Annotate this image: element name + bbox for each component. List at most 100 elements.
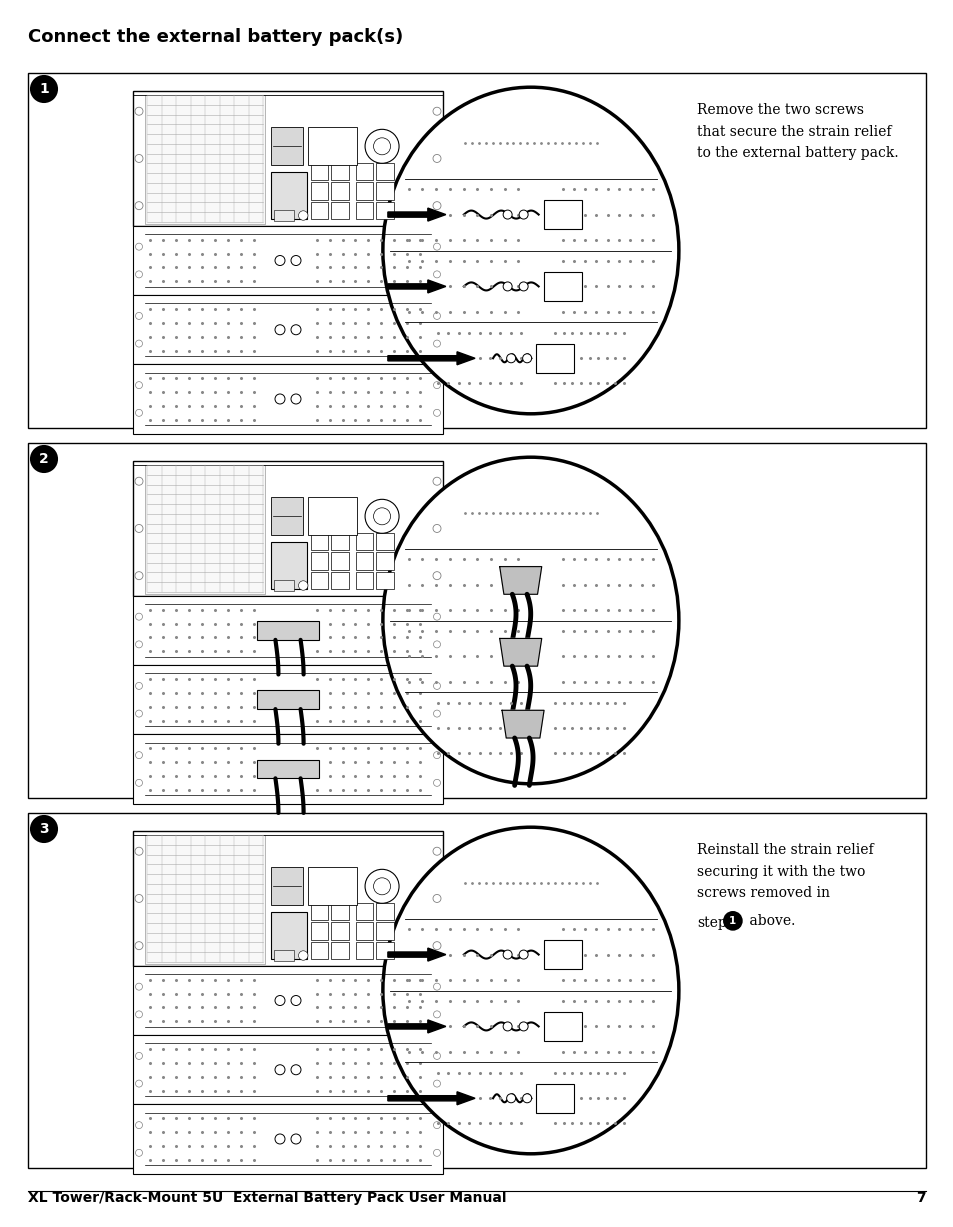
Bar bbox=[311, 201, 328, 220]
Circle shape bbox=[135, 1121, 142, 1129]
Circle shape bbox=[135, 524, 143, 533]
Bar bbox=[355, 572, 373, 589]
Bar bbox=[308, 497, 356, 535]
Text: above.: above. bbox=[744, 914, 795, 928]
Bar bbox=[145, 465, 265, 594]
Bar bbox=[28, 814, 925, 1168]
Bar bbox=[256, 760, 319, 778]
Circle shape bbox=[135, 894, 143, 902]
Circle shape bbox=[518, 210, 528, 220]
Circle shape bbox=[365, 499, 398, 534]
Circle shape bbox=[506, 353, 516, 363]
Circle shape bbox=[365, 129, 398, 163]
FancyArrow shape bbox=[388, 1092, 475, 1104]
Circle shape bbox=[433, 894, 440, 902]
Circle shape bbox=[502, 282, 512, 291]
Circle shape bbox=[433, 640, 440, 648]
Bar bbox=[132, 91, 442, 226]
Circle shape bbox=[433, 1121, 440, 1129]
Circle shape bbox=[433, 983, 440, 990]
Bar bbox=[355, 941, 373, 960]
Bar bbox=[331, 572, 349, 589]
Circle shape bbox=[274, 1134, 285, 1144]
Text: 1: 1 bbox=[39, 82, 49, 96]
Bar bbox=[543, 940, 581, 969]
Bar bbox=[132, 665, 442, 735]
Circle shape bbox=[433, 1011, 440, 1018]
Circle shape bbox=[433, 340, 440, 347]
Bar bbox=[311, 533, 328, 550]
Circle shape bbox=[30, 445, 57, 472]
Circle shape bbox=[433, 477, 440, 485]
Circle shape bbox=[135, 382, 142, 389]
Circle shape bbox=[291, 394, 301, 404]
Circle shape bbox=[298, 211, 308, 220]
Bar bbox=[536, 1083, 574, 1113]
Bar bbox=[355, 533, 373, 550]
Bar bbox=[311, 162, 328, 180]
Bar bbox=[271, 497, 303, 535]
Bar bbox=[331, 941, 349, 960]
Circle shape bbox=[433, 779, 440, 787]
Circle shape bbox=[135, 779, 142, 787]
Bar bbox=[132, 1104, 442, 1173]
Bar bbox=[145, 94, 265, 223]
Circle shape bbox=[433, 614, 440, 620]
Bar bbox=[375, 572, 394, 589]
Circle shape bbox=[433, 752, 440, 758]
Circle shape bbox=[723, 912, 741, 930]
Bar bbox=[271, 867, 303, 906]
Circle shape bbox=[135, 572, 143, 579]
Bar bbox=[543, 272, 581, 301]
Circle shape bbox=[433, 1080, 440, 1087]
Bar bbox=[375, 182, 394, 200]
Ellipse shape bbox=[382, 458, 679, 784]
Circle shape bbox=[518, 282, 528, 291]
Circle shape bbox=[433, 682, 440, 690]
Bar bbox=[256, 621, 319, 639]
Bar bbox=[375, 941, 394, 960]
Circle shape bbox=[433, 382, 440, 389]
Bar bbox=[132, 364, 442, 433]
Circle shape bbox=[433, 1150, 440, 1156]
Circle shape bbox=[433, 710, 440, 717]
Polygon shape bbox=[499, 567, 541, 594]
Bar bbox=[375, 903, 394, 920]
Circle shape bbox=[518, 1022, 528, 1031]
Bar bbox=[375, 552, 394, 569]
Circle shape bbox=[433, 107, 440, 115]
Circle shape bbox=[433, 271, 440, 277]
Bar bbox=[355, 552, 373, 569]
Circle shape bbox=[135, 710, 142, 717]
Circle shape bbox=[291, 1065, 301, 1075]
Bar bbox=[355, 921, 373, 940]
Bar bbox=[543, 200, 581, 229]
Polygon shape bbox=[499, 638, 541, 666]
Circle shape bbox=[135, 201, 143, 210]
Bar bbox=[271, 912, 307, 960]
Circle shape bbox=[135, 752, 142, 758]
Bar bbox=[331, 533, 349, 550]
Bar bbox=[311, 182, 328, 200]
Circle shape bbox=[274, 394, 285, 404]
Circle shape bbox=[433, 524, 440, 533]
Circle shape bbox=[135, 313, 142, 319]
Circle shape bbox=[135, 847, 143, 855]
Ellipse shape bbox=[382, 87, 679, 413]
Bar bbox=[311, 552, 328, 569]
Circle shape bbox=[433, 941, 440, 950]
Bar bbox=[132, 831, 442, 966]
Bar bbox=[132, 1036, 442, 1104]
Bar bbox=[375, 533, 394, 550]
Bar bbox=[28, 72, 925, 428]
Bar bbox=[132, 735, 442, 804]
FancyArrow shape bbox=[388, 209, 445, 221]
Circle shape bbox=[135, 1053, 142, 1059]
Circle shape bbox=[365, 869, 398, 903]
Bar bbox=[132, 596, 442, 665]
Circle shape bbox=[433, 155, 440, 162]
Circle shape bbox=[502, 1022, 512, 1031]
Circle shape bbox=[135, 640, 142, 648]
Circle shape bbox=[433, 201, 440, 210]
Bar bbox=[274, 950, 294, 961]
